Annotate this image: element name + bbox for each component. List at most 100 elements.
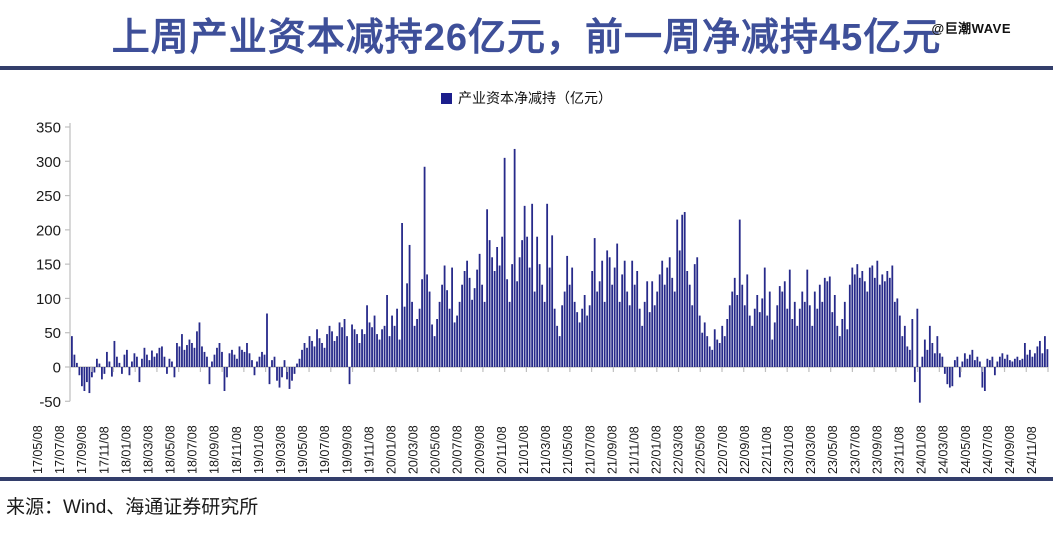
- bar: [986, 358, 989, 367]
- bar: [111, 367, 113, 377]
- bar: [593, 238, 596, 367]
- bar: [651, 281, 654, 367]
- y-axis-tick-label: 150: [36, 257, 61, 274]
- x-axis-tick-label: 20/11/08: [495, 426, 509, 474]
- bar: [836, 325, 839, 367]
- y-axis-tick-label: 0: [53, 360, 61, 377]
- bar: [513, 148, 516, 367]
- source-note: 来源：Wind、海通证券研究所: [6, 497, 259, 518]
- bar: [641, 325, 644, 367]
- bar: [771, 339, 774, 367]
- bar: [691, 305, 694, 367]
- bar: [236, 358, 238, 367]
- bar: [326, 334, 328, 367]
- x-axis-tick-label: 22/03/08: [672, 425, 686, 474]
- bar: [838, 336, 841, 367]
- bar: [451, 267, 453, 367]
- bar: [238, 346, 241, 367]
- bar: [151, 350, 153, 367]
- bar: [1001, 353, 1004, 367]
- bar: [353, 329, 356, 367]
- bar: [1036, 346, 1039, 367]
- bar: [761, 298, 764, 367]
- x-axis-tick-label: 22/05/08: [694, 425, 708, 474]
- x-axis-tick-label: 21/07/08: [583, 425, 597, 474]
- bar: [86, 367, 88, 383]
- bar: [433, 336, 436, 367]
- bar: [863, 281, 866, 367]
- bar: [303, 343, 306, 367]
- bar: [166, 367, 168, 374]
- bar: [258, 356, 261, 367]
- x-axis-tick-label: 19/11/08: [362, 426, 376, 474]
- bar: [898, 315, 901, 367]
- bar: [96, 358, 98, 367]
- bar: [1046, 349, 1049, 367]
- bar: [906, 346, 909, 367]
- bar: [726, 319, 729, 367]
- bar: [378, 339, 381, 367]
- bar: [121, 367, 123, 374]
- bar: [313, 346, 316, 367]
- bar: [361, 329, 363, 367]
- bar: [261, 351, 263, 367]
- bar: [398, 339, 401, 367]
- bar: [81, 367, 83, 387]
- bar: [73, 354, 76, 367]
- y-axis-tick-label: 250: [36, 188, 61, 205]
- x-axis-tick-label: 23/11/08: [893, 426, 907, 474]
- bar: [343, 319, 346, 367]
- bar: [356, 334, 358, 367]
- x-axis-tick-label: 22/09/08: [738, 425, 752, 474]
- bar: [781, 291, 784, 367]
- bar: [1018, 360, 1021, 367]
- bar: [461, 284, 463, 367]
- bar: [948, 367, 951, 388]
- bar: [508, 301, 511, 367]
- bar: [703, 322, 706, 367]
- bar: [706, 336, 709, 367]
- bar: [446, 290, 448, 367]
- bar: [148, 360, 151, 367]
- bar: [528, 267, 531, 367]
- bar: [113, 340, 116, 367]
- bar: [311, 340, 313, 367]
- bar: [683, 212, 686, 367]
- x-axis-tick-label: 24/01/08: [915, 425, 929, 474]
- bar: [268, 367, 271, 385]
- bar: [233, 354, 236, 367]
- bar: [881, 274, 884, 367]
- bar: [463, 271, 466, 367]
- bar: [153, 356, 156, 367]
- bar: [336, 336, 338, 367]
- bar: [391, 315, 393, 367]
- bar: [586, 315, 589, 367]
- bar: [248, 353, 251, 367]
- bar: [501, 236, 504, 367]
- bar: [741, 284, 744, 367]
- x-axis-tick-label: 23/05/08: [826, 425, 840, 474]
- bar: [638, 308, 641, 367]
- bar: [596, 291, 599, 367]
- x-axis-tick-label: 19/03/08: [274, 425, 288, 474]
- bar: [76, 362, 78, 367]
- bar: [176, 343, 178, 367]
- bar: [351, 324, 353, 367]
- bar: [376, 334, 378, 367]
- bar: [676, 219, 679, 367]
- y-axis-tick-label: 50: [44, 325, 61, 342]
- bar: [158, 347, 161, 367]
- bar: [428, 291, 431, 367]
- bar: [363, 334, 366, 367]
- bar: [1026, 354, 1029, 367]
- bar: [183, 349, 186, 367]
- bar: [816, 308, 819, 367]
- bar: [556, 325, 559, 367]
- bar: [618, 301, 621, 367]
- bar: [798, 308, 801, 367]
- bar: [876, 260, 879, 367]
- bar: [778, 286, 781, 367]
- top-divider: [0, 66, 1053, 70]
- bar: [103, 367, 106, 374]
- bar: [193, 347, 196, 367]
